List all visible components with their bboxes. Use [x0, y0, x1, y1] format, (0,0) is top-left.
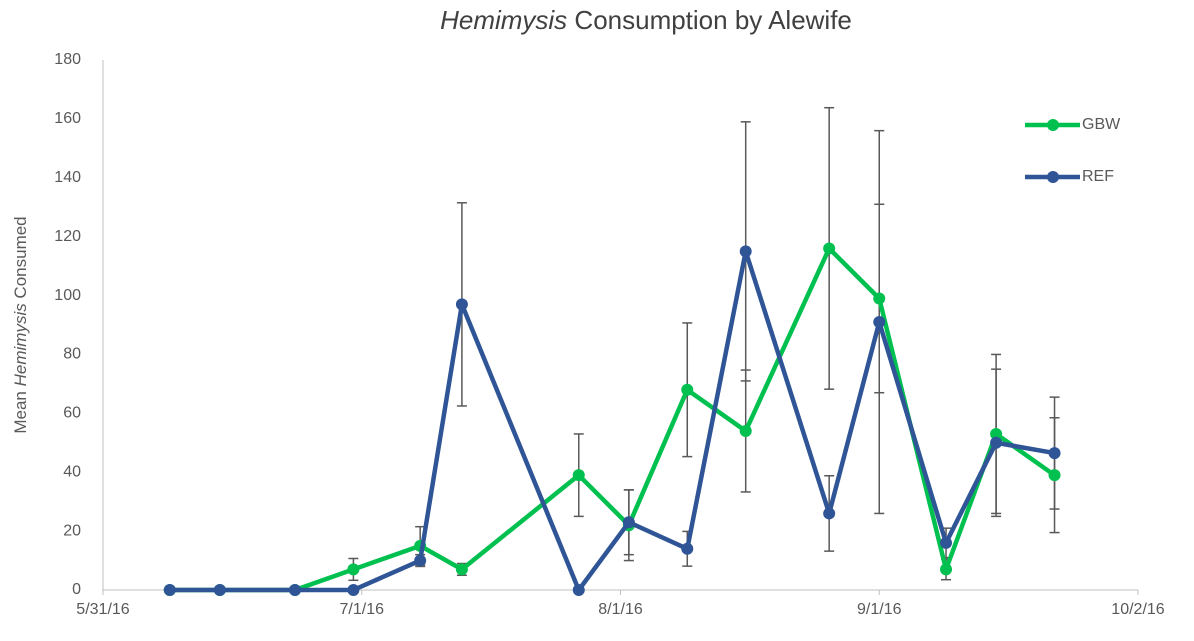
point — [213, 584, 226, 596]
point — [823, 507, 836, 520]
point — [1048, 469, 1061, 482]
point — [940, 563, 953, 576]
y-label-part: Consumed — [11, 216, 30, 303]
title-italic: Hemimysis — [440, 5, 567, 35]
point — [940, 536, 953, 549]
series-line — [169, 249, 1055, 593]
x-tick-label: 8/1/16 — [598, 601, 643, 618]
y-tick-label: 120 — [54, 228, 81, 245]
point — [873, 292, 886, 305]
point — [739, 425, 752, 437]
chart-title: Hemimysis Consumption by Alewife — [440, 5, 852, 35]
y-tick-label: 20 — [63, 522, 81, 539]
point — [347, 584, 360, 596]
point — [455, 563, 468, 576]
title-rest: Consumption by Alewife — [567, 5, 852, 35]
y-tick-label: 0 — [72, 581, 81, 598]
legend-label: GBW — [1082, 116, 1121, 133]
x-tick-label: 9/1/16 — [857, 601, 902, 618]
point — [681, 542, 694, 555]
point — [1048, 447, 1061, 460]
point — [455, 298, 468, 311]
point — [288, 584, 301, 596]
point — [990, 427, 1003, 440]
point — [622, 516, 635, 529]
point — [823, 242, 836, 255]
y-label-part: Mean — [11, 386, 30, 433]
y-tick-label: 60 — [63, 405, 81, 422]
point — [990, 436, 1003, 449]
point — [572, 584, 585, 596]
y-tick-label: 140 — [54, 169, 81, 186]
point — [681, 383, 694, 396]
series-line — [169, 246, 1056, 593]
y-tick-label: 40 — [63, 463, 81, 480]
point — [572, 469, 585, 482]
point — [414, 554, 427, 567]
point — [163, 584, 176, 596]
x-tick-label: 7/1/16 — [340, 601, 385, 618]
y-tick-label: 100 — [54, 287, 81, 304]
point — [739, 245, 752, 258]
x-tick-label: 10/2/16 — [1111, 601, 1164, 618]
point — [347, 563, 360, 576]
legend-marker — [1047, 171, 1059, 183]
y-axis-label: Mean Hemimysis Consumed — [11, 216, 30, 433]
y-tick-label: 80 — [63, 346, 81, 363]
legend-marker — [1047, 119, 1059, 131]
y-tick-label: 160 — [54, 110, 81, 127]
legend-label: REF — [1082, 168, 1114, 185]
x-tick-label: 5/31/16 — [76, 601, 129, 618]
y-label-italic: Hemimysis — [11, 303, 30, 387]
point — [873, 316, 886, 329]
y-tick-label: 180 — [54, 51, 81, 68]
